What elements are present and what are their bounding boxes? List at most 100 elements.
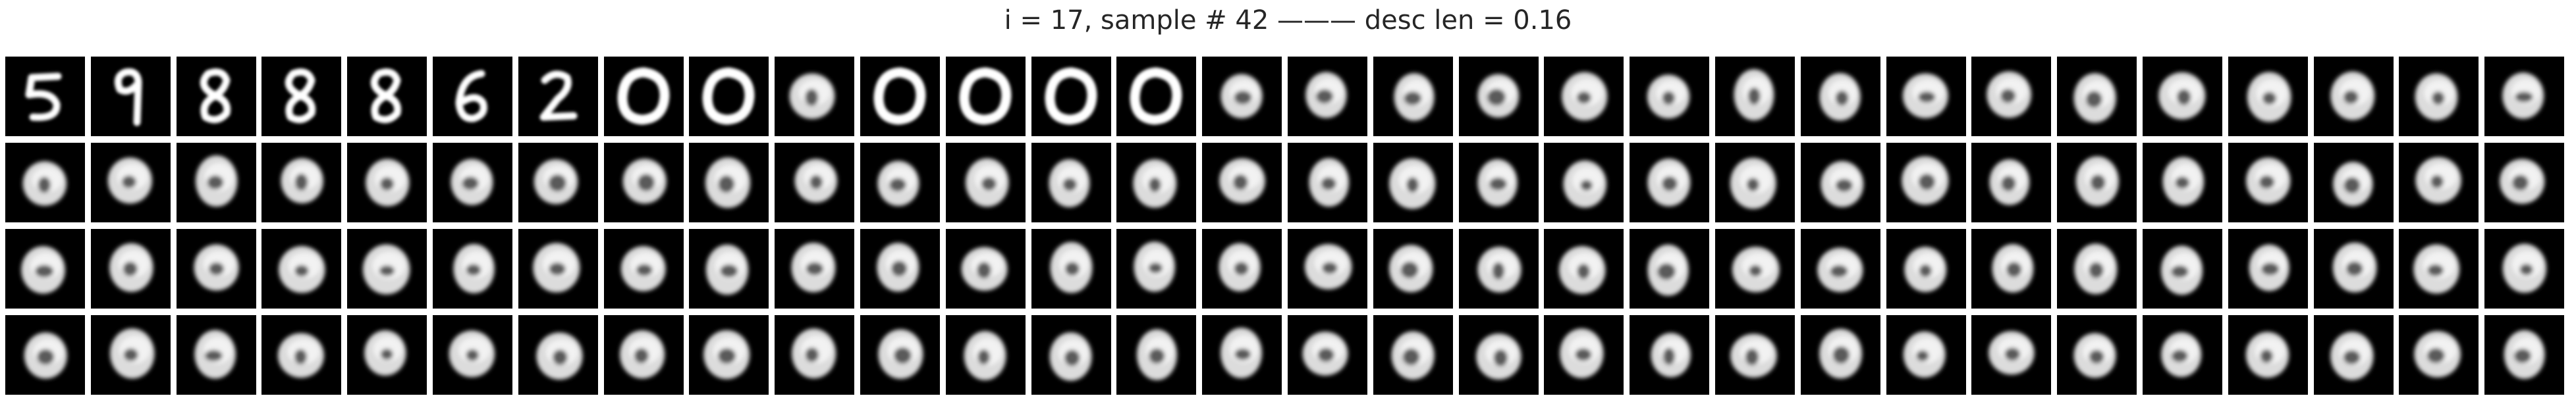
- blob-icon: [91, 143, 171, 222]
- sample-tile: [1630, 229, 1709, 309]
- sample-tile: [2228, 57, 2308, 136]
- sample-tile: [2484, 143, 2564, 222]
- sample-tile: [1373, 143, 1453, 222]
- blob-icon: [1886, 315, 1966, 395]
- sample-tile: [347, 315, 427, 395]
- sample-tile: [1116, 229, 1196, 309]
- blob-icon: [860, 229, 940, 309]
- sample-tile: [860, 57, 940, 136]
- blob-icon: [1202, 315, 1282, 395]
- blob-icon: [347, 143, 427, 222]
- blob-icon: [2228, 315, 2308, 395]
- sample-tile: [2143, 229, 2222, 309]
- blob-icon: [689, 229, 769, 309]
- blob-icon: [1630, 315, 1709, 395]
- blob-icon: [2228, 229, 2308, 309]
- sample-tile: [91, 229, 171, 309]
- sample-tile: [2228, 229, 2308, 309]
- sample-tile: [2143, 57, 2222, 136]
- sample-tile: [1544, 57, 1624, 136]
- sample-tile: [177, 57, 256, 136]
- sample-tile: [946, 229, 1026, 309]
- blob-icon: [1971, 57, 2051, 136]
- sample-tile: [347, 143, 427, 222]
- digit-8-icon: [177, 57, 256, 136]
- blob-icon: [1971, 229, 2051, 309]
- sample-tile: [2484, 57, 2564, 136]
- sample-tile: [518, 229, 598, 309]
- sample-tile: [2399, 315, 2479, 395]
- blob-icon: [1886, 143, 1966, 222]
- sample-tile: [1801, 315, 1880, 395]
- sample-tile: [518, 57, 598, 136]
- sample-tile: [177, 229, 256, 309]
- blob-icon: [946, 143, 1026, 222]
- blob-icon: [261, 315, 341, 395]
- sample-tile: [1202, 315, 1282, 395]
- blob-icon: [1971, 315, 2051, 395]
- sample-tile: [433, 57, 512, 136]
- blob-icon: [689, 143, 769, 222]
- sample-tile: [860, 315, 940, 395]
- blob-icon: [2143, 57, 2222, 136]
- sample-tile: [775, 143, 854, 222]
- sample-tile: [1971, 143, 2051, 222]
- blob-icon: [1886, 229, 1966, 309]
- sample-tile: [2484, 315, 2564, 395]
- sample-tile: [2057, 57, 2137, 136]
- blob-icon: [2314, 315, 2394, 395]
- sample-tile: [1801, 57, 1880, 136]
- sample-tile: [5, 57, 85, 136]
- sample-tile: [1801, 143, 1880, 222]
- sample-tile: [347, 57, 427, 136]
- sample-tile: [1544, 229, 1624, 309]
- blob-icon: [1373, 57, 1453, 136]
- blob-icon: [1544, 315, 1624, 395]
- blob-icon: [2057, 229, 2137, 309]
- sample-tile: [433, 229, 512, 309]
- sample-tile: [1202, 143, 1282, 222]
- sample-tile: [2143, 143, 2222, 222]
- sample-tile: [2484, 229, 2564, 309]
- blob-icon: [1801, 229, 1880, 309]
- blob-icon: [2399, 315, 2479, 395]
- sample-tile: [2399, 57, 2479, 136]
- sample-tile: [518, 315, 598, 395]
- blob-icon: [91, 315, 171, 395]
- blob-icon: [775, 57, 854, 136]
- blob-icon: [261, 143, 341, 222]
- sample-tile: [2399, 229, 2479, 309]
- blob-icon: [518, 229, 598, 309]
- sample-tile: [1886, 57, 1966, 136]
- blob-icon: [689, 315, 769, 395]
- sample-grid: [5, 57, 2571, 395]
- sample-tile: [1031, 143, 1111, 222]
- blob-icon: [1288, 315, 1367, 395]
- blob-icon: [347, 229, 427, 309]
- blob-icon: [1459, 143, 1539, 222]
- sample-tile: [1801, 229, 1880, 309]
- blob-icon: [1801, 315, 1880, 395]
- digit-6-icon: [433, 57, 512, 136]
- sample-tile: [1715, 57, 1795, 136]
- blob-icon: [261, 229, 341, 309]
- blob-icon: [1116, 143, 1196, 222]
- digit-8-icon: [347, 57, 427, 136]
- sample-tile: [1288, 57, 1367, 136]
- sample-tile: [604, 143, 684, 222]
- blob-icon: [1202, 229, 1282, 309]
- digit-0-icon: [1116, 57, 1196, 136]
- blob-icon: [433, 143, 512, 222]
- blob-icon: [1630, 229, 1709, 309]
- blob-icon: [347, 315, 427, 395]
- blob-icon: [2484, 143, 2564, 222]
- blob-icon: [518, 143, 598, 222]
- sample-tile: [1715, 143, 1795, 222]
- blob-icon: [177, 315, 256, 395]
- blob-icon: [1715, 57, 1795, 136]
- sample-tile: [1544, 315, 1624, 395]
- sample-tile: [1630, 315, 1709, 395]
- blob-icon: [1715, 229, 1795, 309]
- blob-icon: [1544, 57, 1624, 136]
- blob-icon: [2228, 143, 2308, 222]
